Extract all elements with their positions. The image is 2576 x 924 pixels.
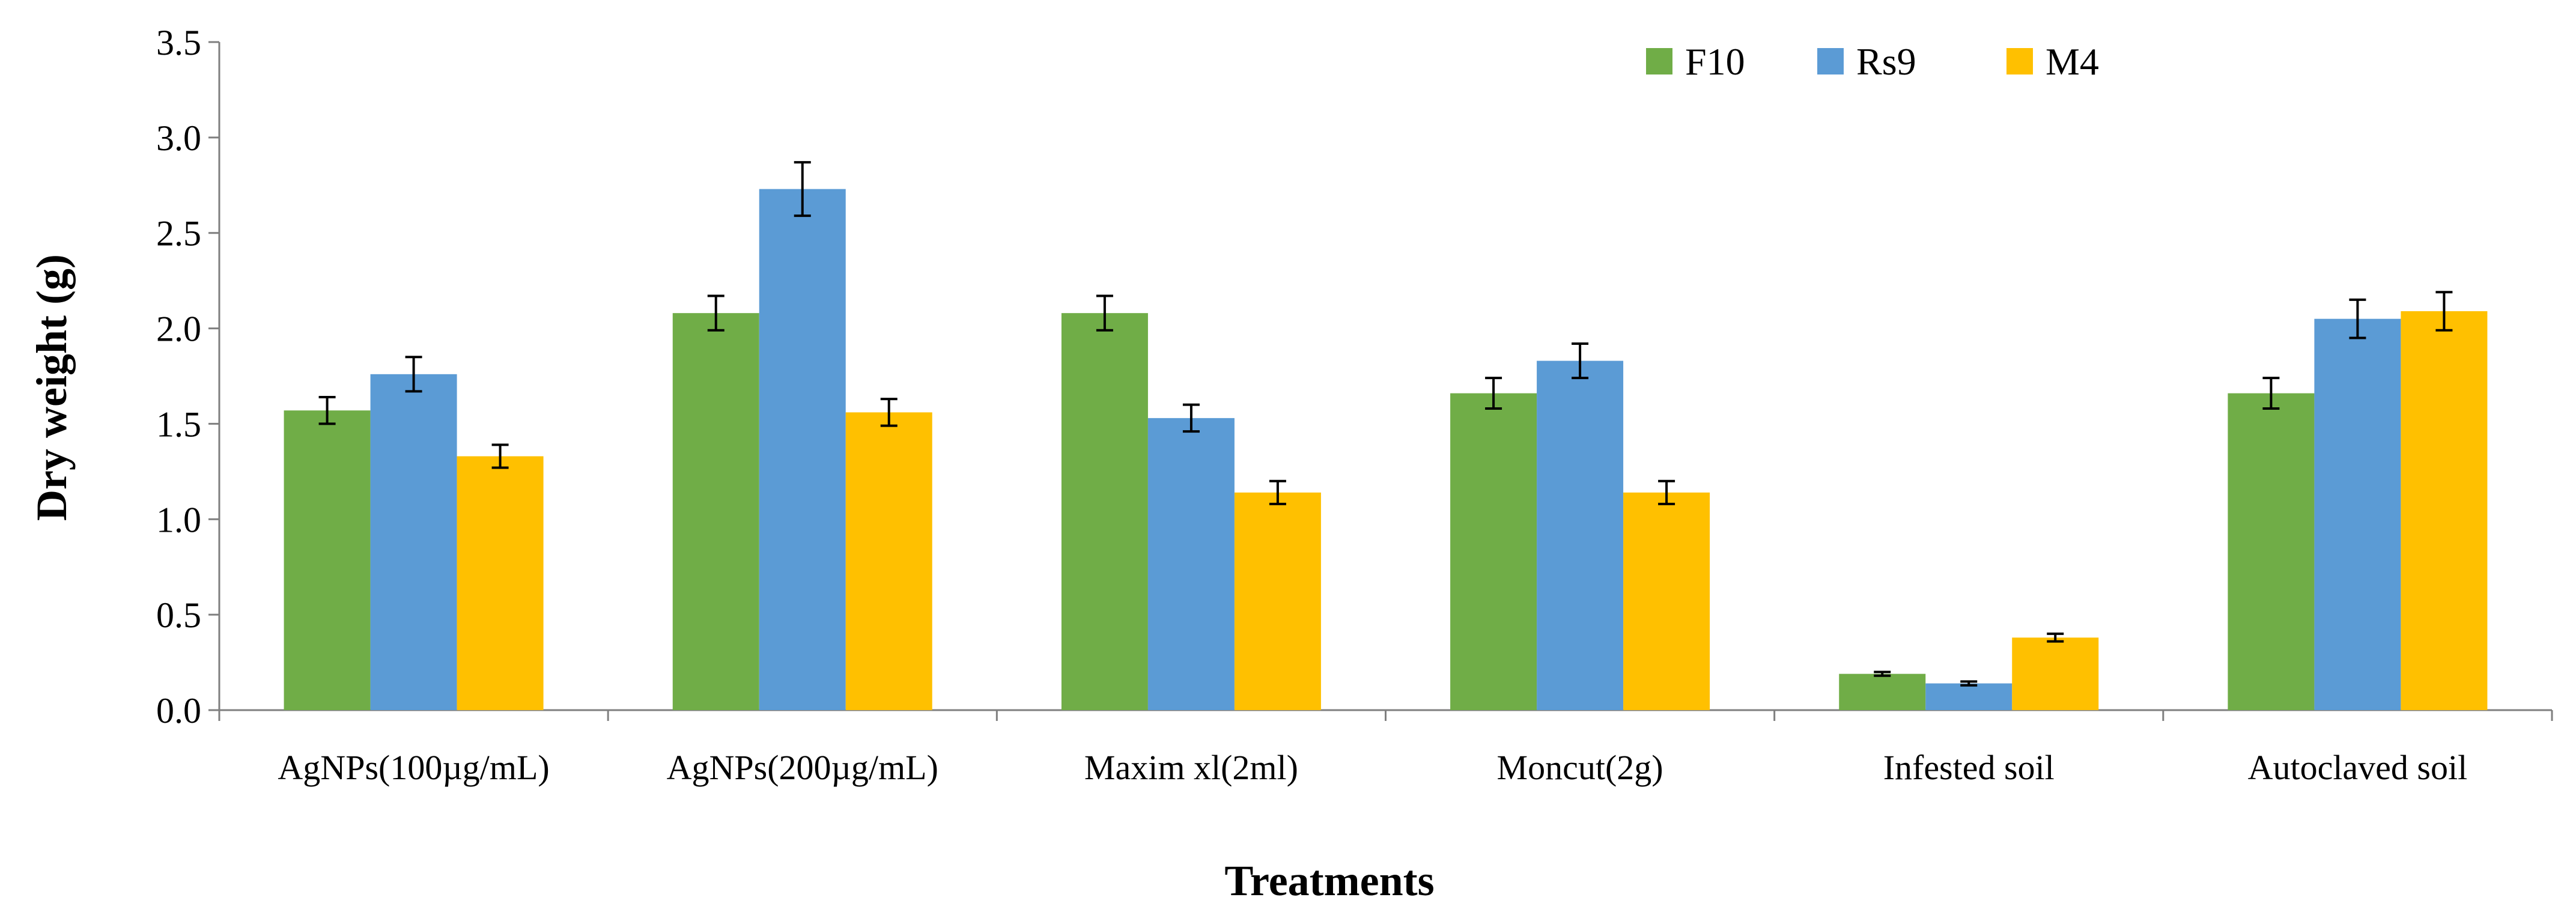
x-axis-title: Treatments	[1224, 857, 1434, 905]
y-tick-label: 3.0	[156, 118, 201, 158]
y-tick-label: 1.5	[156, 404, 201, 444]
bar-f10	[284, 410, 371, 710]
axes	[208, 41, 2553, 721]
y-tick-label: 0.0	[156, 691, 201, 731]
legend: F10 Rs9 M4	[1646, 40, 2099, 83]
bar-rs9	[1925, 683, 2012, 710]
bar-m4	[2401, 311, 2488, 710]
x-tick-label: Maxim xl(2ml)	[1084, 748, 1298, 787]
bar-f10	[1839, 673, 1926, 710]
legend-swatch-m4	[2006, 48, 2033, 74]
legend-label: M4	[2046, 40, 2099, 83]
bar-m4	[457, 456, 544, 710]
x-tick-label: Autoclaved soil	[2248, 748, 2468, 787]
bar-rs9	[1537, 360, 1624, 710]
error-bars	[318, 161, 2453, 687]
bar-f10	[1450, 393, 1537, 710]
y-tick-label: 3.5	[156, 23, 201, 62]
legend-label: F10	[1685, 40, 1745, 83]
bar-m4	[845, 412, 932, 710]
bar-rs9	[370, 374, 457, 710]
x-tick-label: AgNPs(100µg/mL)	[278, 748, 549, 787]
x-tick-label: AgNPs(200µg/mL)	[667, 748, 938, 787]
x-tick-label: Moncut(2g)	[1497, 748, 1663, 787]
y-axis-title: Dry weight (g)	[28, 254, 76, 521]
y-tick-labels: 0.0 0.5 1.0 1.5 2.0 2.5 3.0 3.5	[156, 23, 201, 731]
bar-f10	[2228, 393, 2315, 710]
bar-f10	[1061, 313, 1148, 710]
bar-rs9	[2314, 318, 2401, 710]
bar-m4	[1234, 492, 1321, 710]
bar-m4	[1623, 492, 1710, 710]
y-tick-label: 2.0	[156, 309, 201, 349]
y-tick-label: 0.5	[156, 595, 201, 635]
bar-m4	[2012, 637, 2099, 710]
y-tick-label: 1.0	[156, 500, 201, 540]
legend-swatch-f10	[1646, 48, 1672, 74]
x-tick-label: Infested soil	[1883, 748, 2055, 787]
bar-rs9	[1147, 418, 1235, 710]
legend-swatch-rs9	[1817, 48, 1844, 74]
bars	[284, 189, 2488, 710]
legend-label: Rs9	[1856, 40, 1916, 83]
bar-rs9	[759, 189, 846, 710]
x-tick-labels: AgNPs(100µg/mL) AgNPs(200µg/mL) Maxim xl(2…	[278, 748, 2467, 787]
bar-f10	[672, 313, 759, 710]
y-tick-label: 2.5	[156, 214, 201, 254]
